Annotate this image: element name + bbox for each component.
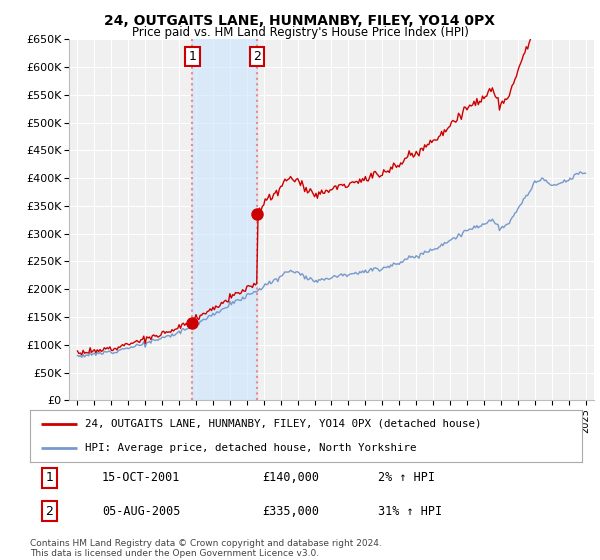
Bar [193,39,257,400]
Text: 1: 1 [188,50,196,63]
Text: HPI: Average price, detached house, North Yorkshire: HPI: Average price, detached house, Nort… [85,443,416,453]
Text: 31% ↑ HPI: 31% ↑ HPI [378,505,442,517]
Text: 24, OUTGAITS LANE, HUNMANBY, FILEY, YO14 0PX: 24, OUTGAITS LANE, HUNMANBY, FILEY, YO14… [104,14,496,28]
Text: Price paid vs. HM Land Registry's House Price Index (HPI): Price paid vs. HM Land Registry's House … [131,26,469,39]
Text: £335,000: £335,000 [262,505,319,517]
Text: 2: 2 [253,50,261,63]
Text: £140,000: £140,000 [262,471,319,484]
Text: 2: 2 [46,505,53,517]
Text: 15-OCT-2001: 15-OCT-2001 [102,471,180,484]
Text: 1: 1 [46,471,53,484]
Text: 24, OUTGAITS LANE, HUNMANBY, FILEY, YO14 0PX (detached house): 24, OUTGAITS LANE, HUNMANBY, FILEY, YO14… [85,419,482,429]
Text: 05-AUG-2005: 05-AUG-2005 [102,505,180,517]
Text: 2% ↑ HPI: 2% ↑ HPI [378,471,435,484]
Text: Contains HM Land Registry data © Crown copyright and database right 2024.
This d: Contains HM Land Registry data © Crown c… [30,539,382,558]
